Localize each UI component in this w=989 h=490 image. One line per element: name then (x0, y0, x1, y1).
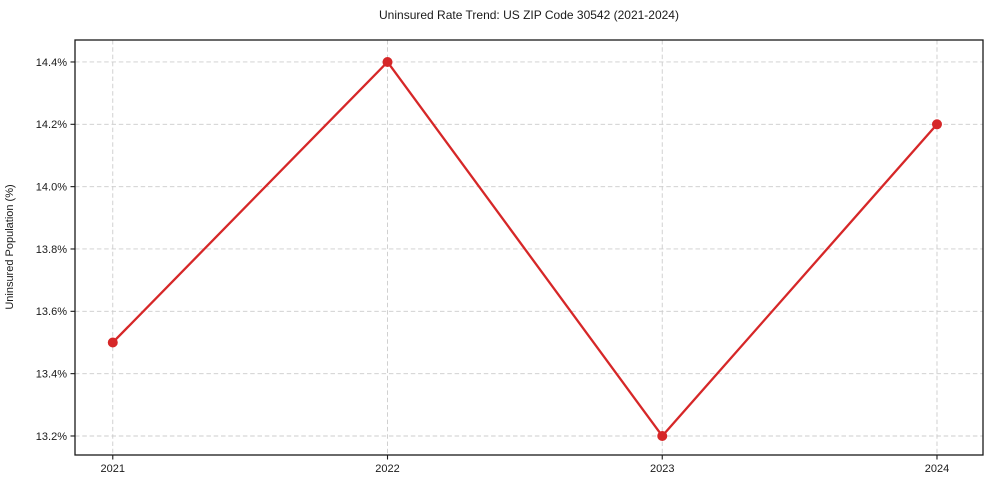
data-point-marker (657, 430, 668, 441)
data-point-marker (107, 337, 118, 348)
y-tick-label: 13.8% (36, 244, 67, 256)
x-tick-label: 2022 (375, 463, 399, 475)
y-tick-label: 14.2% (36, 119, 67, 131)
x-tick-label: 2023 (650, 463, 674, 475)
plot-border (74, 39, 984, 456)
trend-line (111, 60, 939, 438)
y-tick-label: 13.4% (36, 368, 67, 380)
y-tick-label: 14.0% (36, 181, 67, 193)
y-tick-label: 14.4% (36, 57, 67, 69)
y-tick-label: 13.2% (36, 431, 67, 443)
chart-title: Uninsured Rate Trend: US ZIP Code 30542 … (379, 8, 679, 22)
y-tick-label: 13.6% (36, 306, 67, 318)
data-point-marker (382, 56, 393, 67)
x-tick-label: 2021 (101, 463, 125, 475)
data-point-marker (931, 119, 942, 130)
x-tick-label: 2024 (925, 463, 949, 475)
